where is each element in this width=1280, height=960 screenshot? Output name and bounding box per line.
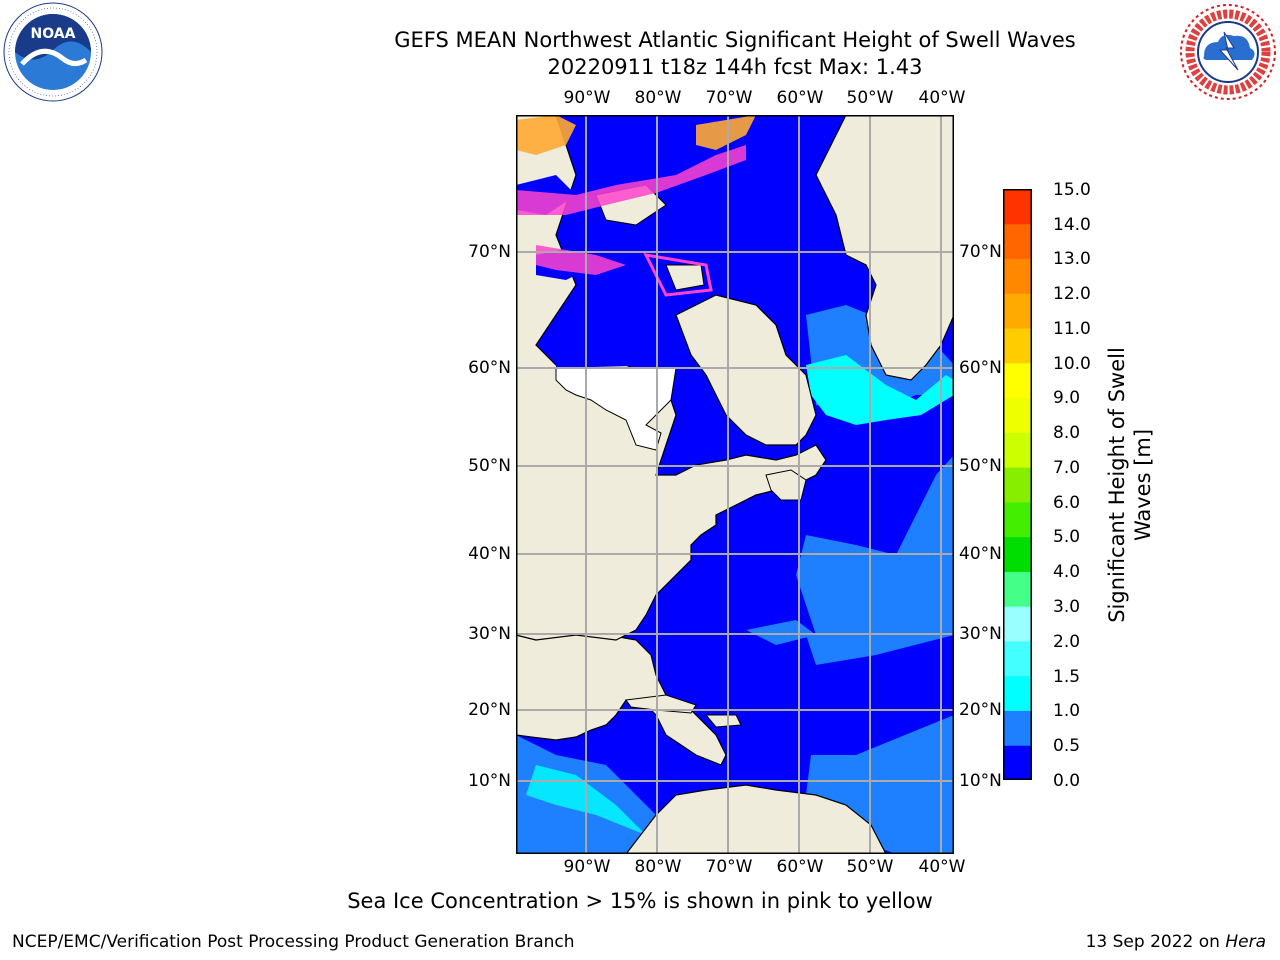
lon-label-bottom: 60°W <box>776 857 824 877</box>
colorbar-tick: 6.0 <box>1053 493 1081 513</box>
noaa-logo-icon: NOAA <box>3 2 103 102</box>
swell-zone-high <box>806 355 954 425</box>
footer-date-text: 13 Sep 2022 on <box>1085 932 1226 952</box>
lat-label-left: 70°N <box>468 242 511 262</box>
map-frame <box>516 115 954 854</box>
lon-label-top: 70°W <box>705 88 753 108</box>
lat-label-right: 10°N <box>959 771 1002 791</box>
colorbar-swatch <box>1003 745 1032 781</box>
chart-subtitle: 20220911 t18z 144h fcst Max: 1.43 <box>547 55 923 79</box>
lat-label-right: 40°N <box>959 544 1002 564</box>
chart-title: GEFS MEAN Northwest Atlantic Significant… <box>394 28 1076 52</box>
lat-label-left: 10°N <box>468 771 511 791</box>
colorbar-tick: 13.0 <box>1053 249 1091 269</box>
lat-label-right: 30°N <box>959 624 1002 644</box>
colorbar-swatch <box>1003 606 1032 642</box>
lat-label-right: 20°N <box>959 700 1002 720</box>
lat-label-right: 60°N <box>959 358 1002 378</box>
colorbar-swatch <box>1003 328 1032 364</box>
map-canvas <box>515 114 955 855</box>
colorbar-swatch <box>1003 710 1032 746</box>
colorbar-swatch <box>1003 362 1032 399</box>
lat-label-left: 60°N <box>468 358 511 378</box>
colorbar-tick: 5.0 <box>1053 527 1081 547</box>
colorbar-swatch <box>1003 432 1032 468</box>
colorbar-tick: 10.0 <box>1053 354 1091 374</box>
nws-logo-icon <box>1180 4 1276 100</box>
colorbar-swatch <box>1003 501 1032 538</box>
sea-ice-orange <box>516 115 576 155</box>
footer-date: 13 Sep 2022 on Hera <box>1086 932 1266 952</box>
colorbar-swatch <box>1003 571 1032 607</box>
colorbar-tick: 8.0 <box>1053 423 1081 443</box>
land-south-america <box>624 784 887 855</box>
colorbar-label-line1: Significant Height of Swell <box>1105 347 1129 623</box>
colorbar-swatch <box>1003 189 1032 225</box>
colorbar-tick: 14.0 <box>1053 215 1091 235</box>
lat-label-left: 50°N <box>468 456 511 476</box>
lon-label-top: 60°W <box>776 88 824 108</box>
noaa-logo: NOAA <box>2 2 104 102</box>
colorbar-swatch <box>1003 675 1032 711</box>
lon-label-bottom: 50°W <box>846 857 894 877</box>
colorbar-tick: 2.0 <box>1053 632 1081 652</box>
graticule <box>516 115 954 854</box>
colorbar-swatch <box>1003 293 1032 329</box>
colorbar-frame <box>1003 189 1032 780</box>
swell-zone-mid-2 <box>806 585 954 665</box>
lat-label-right: 70°N <box>959 242 1002 262</box>
land-cuba <box>625 694 697 714</box>
colorbar-tick: 3.0 <box>1053 597 1081 617</box>
colorbar-tick: 7.0 <box>1053 458 1081 478</box>
footer-branch: NCEP/EMC/Verification Post Processing Pr… <box>12 932 575 952</box>
sea-ice-pink <box>516 145 746 215</box>
lon-label-bottom: 90°W <box>563 857 611 877</box>
colorbar-tick: 12.0 <box>1053 284 1091 304</box>
lat-label-left: 20°N <box>468 700 511 720</box>
noaa-logo-text: NOAA <box>31 26 76 42</box>
lon-label-top: 90°W <box>563 88 611 108</box>
footer-host: Hera <box>1225 932 1266 952</box>
colorbar-tick: 1.5 <box>1053 667 1081 687</box>
lat-label-left: 30°N <box>468 624 511 644</box>
land-greenland <box>746 114 955 381</box>
colorbar-tick: 0.0 <box>1053 771 1081 791</box>
colorbar-tick: 9.0 <box>1053 388 1081 408</box>
nws-logo <box>1178 2 1278 102</box>
lon-label-bottom: 80°W <box>634 857 682 877</box>
lat-label-left: 40°N <box>468 544 511 564</box>
lon-label-bottom: 40°W <box>918 857 966 877</box>
colorbar-label-line2: Waves [m] <box>1131 428 1155 542</box>
sea-ice-caption: Sea Ice Concentration > 15% is shown in … <box>347 889 933 913</box>
colorbar-swatch <box>1003 536 1032 572</box>
colorbar-swatches <box>1003 189 1032 781</box>
lat-label-right: 50°N <box>959 456 1002 476</box>
lon-label-top: 50°W <box>846 88 894 108</box>
lon-label-top: 40°W <box>918 88 966 108</box>
colorbar-tick: 1.0 <box>1053 701 1081 721</box>
colorbar-label: Significant Height of Swell Waves [m] <box>1104 347 1156 623</box>
colorbar-swatch <box>1003 640 1032 677</box>
colorbar-tick: 11.0 <box>1053 319 1091 339</box>
swell-height-map <box>515 114 955 855</box>
colorbar <box>1003 189 1032 781</box>
colorbar-tick: 15.0 <box>1053 180 1091 200</box>
swell-zone-mid <box>796 305 954 854</box>
colorbar-swatch <box>1003 258 1032 294</box>
colorbar-swatch <box>1003 467 1032 503</box>
lon-label-bottom: 70°W <box>705 857 753 877</box>
land-north-america <box>515 114 827 641</box>
colorbar-tick: 4.0 <box>1053 562 1081 582</box>
colorbar-tick: 0.5 <box>1053 736 1081 756</box>
lon-label-top: 80°W <box>634 88 682 108</box>
colorbar-swatch <box>1003 223 1032 260</box>
colorbar-swatch <box>1003 397 1032 433</box>
